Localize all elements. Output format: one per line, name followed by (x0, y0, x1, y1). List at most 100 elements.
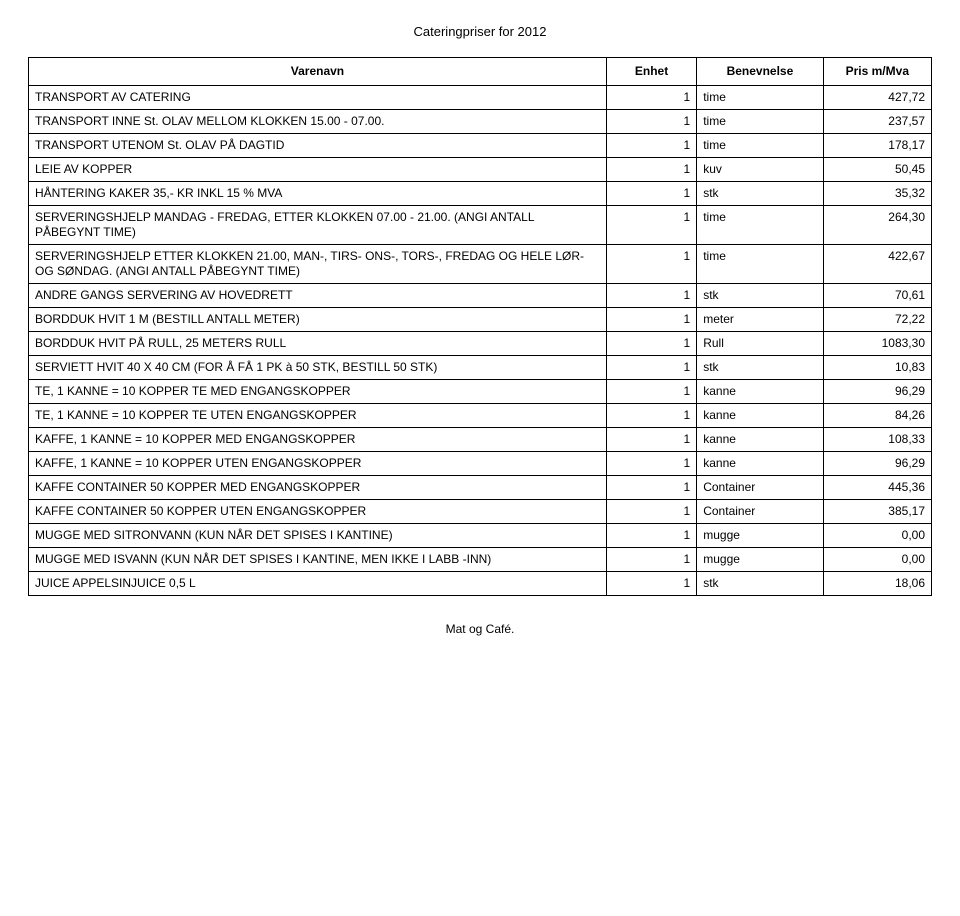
cell-unit: 1 (606, 245, 696, 284)
cell-price: 422,67 (823, 245, 931, 284)
table-row: KAFFE CONTAINER 50 KOPPER UTEN ENGANGSKO… (29, 500, 932, 524)
cell-desc: stk (697, 284, 823, 308)
cell-name: MUGGE MED ISVANN (KUN NÅR DET SPISES I K… (29, 548, 607, 572)
cell-unit: 1 (606, 548, 696, 572)
cell-desc: time (697, 206, 823, 245)
col-header-unit: Enhet (606, 58, 696, 86)
cell-desc: Container (697, 476, 823, 500)
cell-price: 237,57 (823, 110, 931, 134)
cell-price: 427,72 (823, 86, 931, 110)
cell-price: 70,61 (823, 284, 931, 308)
col-header-price: Pris m/Mva (823, 58, 931, 86)
cell-desc: kanne (697, 452, 823, 476)
table-row: SERVERINGSHJELP MANDAG - FREDAG, ETTER K… (29, 206, 932, 245)
cell-name: KAFFE, 1 KANNE = 10 KOPPER UTEN ENGANGSK… (29, 452, 607, 476)
cell-unit: 1 (606, 572, 696, 596)
cell-name: MUGGE MED SITRONVANN (KUN NÅR DET SPISES… (29, 524, 607, 548)
cell-desc: meter (697, 308, 823, 332)
cell-unit: 1 (606, 356, 696, 380)
cell-name: KAFFE CONTAINER 50 KOPPER MED ENGANGSKOP… (29, 476, 607, 500)
cell-unit: 1 (606, 110, 696, 134)
cell-price: 96,29 (823, 380, 931, 404)
table-row: TRANSPORT INNE St. OLAV MELLOM KLOKKEN 1… (29, 110, 932, 134)
cell-price: 50,45 (823, 158, 931, 182)
table-row: SERVIETT HVIT 40 X 40 CM (FOR Å FÅ 1 PK … (29, 356, 932, 380)
table-row: BORDDUK HVIT PÅ RULL, 25 METERS RULL1Rul… (29, 332, 932, 356)
table-row: KAFFE, 1 KANNE = 10 KOPPER MED ENGANGSKO… (29, 428, 932, 452)
cell-price: 178,17 (823, 134, 931, 158)
page-footer: Mat og Café. (28, 622, 932, 636)
table-row: LEIE AV KOPPER1kuv50,45 (29, 158, 932, 182)
cell-price: 96,29 (823, 452, 931, 476)
table-row: SERVERINGSHJELP ETTER KLOKKEN 21.00, MAN… (29, 245, 932, 284)
cell-desc: time (697, 245, 823, 284)
cell-price: 108,33 (823, 428, 931, 452)
cell-unit: 1 (606, 428, 696, 452)
cell-price: 0,00 (823, 524, 931, 548)
cell-price: 10,83 (823, 356, 931, 380)
cell-desc: Container (697, 500, 823, 524)
cell-name: LEIE AV KOPPER (29, 158, 607, 182)
cell-unit: 1 (606, 86, 696, 110)
col-header-desc: Benevnelse (697, 58, 823, 86)
cell-name: TRANSPORT UTENOM St. OLAV PÅ DAGTID (29, 134, 607, 158)
cell-desc: kuv (697, 158, 823, 182)
cell-name: BORDDUK HVIT PÅ RULL, 25 METERS RULL (29, 332, 607, 356)
cell-desc: kanne (697, 428, 823, 452)
cell-unit: 1 (606, 476, 696, 500)
cell-desc: mugge (697, 548, 823, 572)
cell-desc: stk (697, 572, 823, 596)
cell-price: 445,36 (823, 476, 931, 500)
cell-unit: 1 (606, 452, 696, 476)
cell-desc: time (697, 86, 823, 110)
table-row: JUICE APPELSINJUICE 0,5 L1stk18,06 (29, 572, 932, 596)
cell-desc: time (697, 110, 823, 134)
table-row: TRANSPORT AV CATERING1time427,72 (29, 86, 932, 110)
cell-price: 84,26 (823, 404, 931, 428)
cell-unit: 1 (606, 182, 696, 206)
cell-unit: 1 (606, 380, 696, 404)
cell-unit: 1 (606, 206, 696, 245)
table-row: TRANSPORT UTENOM St. OLAV PÅ DAGTID1time… (29, 134, 932, 158)
cell-price: 0,00 (823, 548, 931, 572)
cell-name: BORDDUK HVIT 1 M (BESTILL ANTALL METER) (29, 308, 607, 332)
table-row: TE, 1 KANNE = 10 KOPPER TE UTEN ENGANGSK… (29, 404, 932, 428)
cell-desc: time (697, 134, 823, 158)
table-row: ANDRE GANGS SERVERING AV HOVEDRETT1stk70… (29, 284, 932, 308)
cell-unit: 1 (606, 332, 696, 356)
cell-unit: 1 (606, 134, 696, 158)
table-row: KAFFE, 1 KANNE = 10 KOPPER UTEN ENGANGSK… (29, 452, 932, 476)
cell-unit: 1 (606, 404, 696, 428)
cell-name: SERVERINGSHJELP MANDAG - FREDAG, ETTER K… (29, 206, 607, 245)
cell-unit: 1 (606, 308, 696, 332)
table-row: HÅNTERING KAKER 35,- KR INKL 15 % MVA1st… (29, 182, 932, 206)
cell-name: TE, 1 KANNE = 10 KOPPER TE UTEN ENGANGSK… (29, 404, 607, 428)
cell-unit: 1 (606, 158, 696, 182)
cell-name: TRANSPORT AV CATERING (29, 86, 607, 110)
cell-unit: 1 (606, 524, 696, 548)
cell-desc: kanne (697, 380, 823, 404)
cell-price: 18,06 (823, 572, 931, 596)
table-header-row: Varenavn Enhet Benevnelse Pris m/Mva (29, 58, 932, 86)
cell-desc: stk (697, 182, 823, 206)
table-row: TE, 1 KANNE = 10 KOPPER TE MED ENGANGSKO… (29, 380, 932, 404)
cell-unit: 1 (606, 500, 696, 524)
cell-desc: mugge (697, 524, 823, 548)
col-header-name: Varenavn (29, 58, 607, 86)
cell-name: SERVERINGSHJELP ETTER KLOKKEN 21.00, MAN… (29, 245, 607, 284)
table-row: BORDDUK HVIT 1 M (BESTILL ANTALL METER)1… (29, 308, 932, 332)
cell-price: 385,17 (823, 500, 931, 524)
cell-price: 72,22 (823, 308, 931, 332)
table-row: KAFFE CONTAINER 50 KOPPER MED ENGANGSKOP… (29, 476, 932, 500)
cell-price: 1083,30 (823, 332, 931, 356)
cell-price: 35,32 (823, 182, 931, 206)
cell-desc: kanne (697, 404, 823, 428)
cell-name: TE, 1 KANNE = 10 KOPPER TE MED ENGANGSKO… (29, 380, 607, 404)
cell-desc: Rull (697, 332, 823, 356)
page-title: Cateringpriser for 2012 (28, 24, 932, 39)
cell-unit: 1 (606, 284, 696, 308)
cell-name: SERVIETT HVIT 40 X 40 CM (FOR Å FÅ 1 PK … (29, 356, 607, 380)
price-table: Varenavn Enhet Benevnelse Pris m/Mva TRA… (28, 57, 932, 596)
cell-desc: stk (697, 356, 823, 380)
table-row: MUGGE MED SITRONVANN (KUN NÅR DET SPISES… (29, 524, 932, 548)
